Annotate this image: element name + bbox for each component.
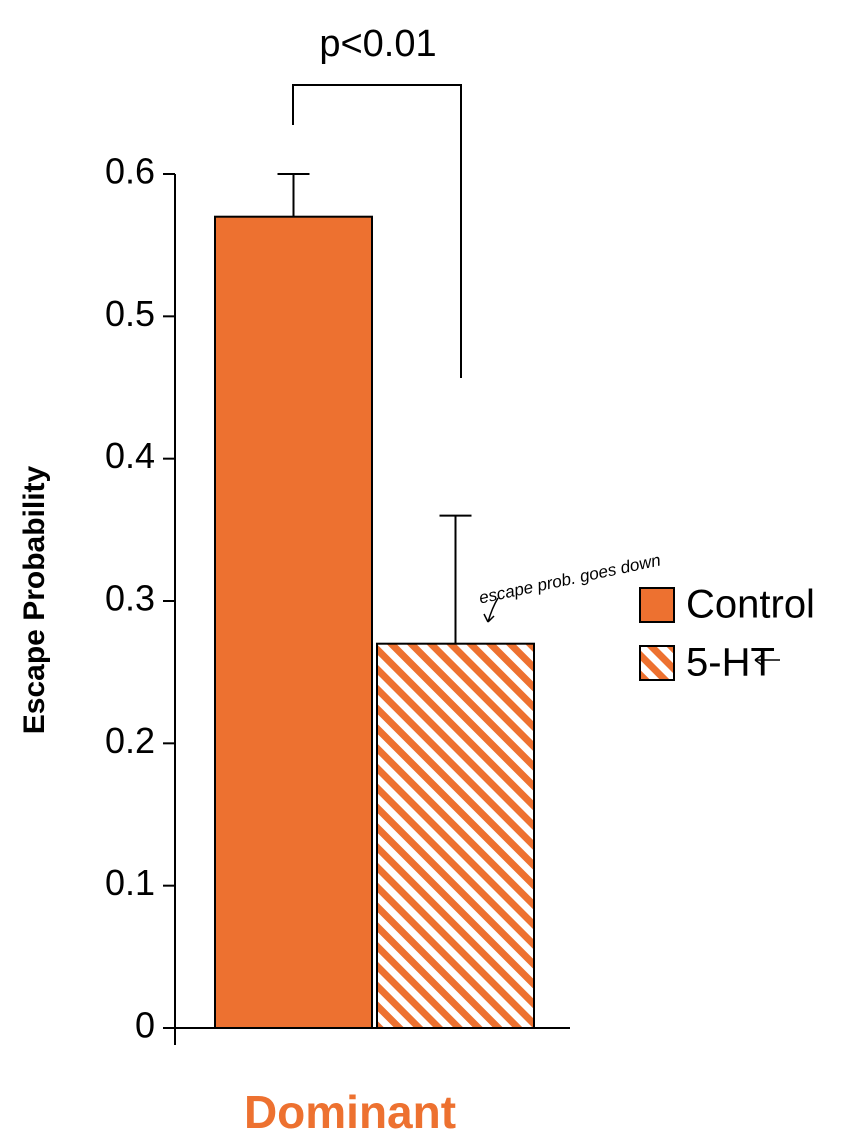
bar <box>376 642 535 1029</box>
y-tick-label: 0.4 <box>105 435 155 476</box>
note-arrow <box>483 597 499 623</box>
y-tick-label: 0.5 <box>105 293 155 334</box>
legend-label: 5-HT <box>686 641 775 685</box>
bar <box>214 215 373 1029</box>
note-arrow <box>754 654 780 666</box>
y-tick-label: 0.6 <box>105 151 155 192</box>
x-axis-label: Dominant <box>244 1086 456 1138</box>
y-tick-label: 0 <box>135 1005 155 1046</box>
significance-label: p<0.01 <box>319 23 436 65</box>
legend-swatch <box>639 645 675 681</box>
y-tick-label: 0.3 <box>105 578 155 619</box>
significance-bracket <box>292 84 462 378</box>
legend-label: Control <box>686 583 815 627</box>
y-tick-label: 0.1 <box>105 862 155 903</box>
legend-swatch <box>639 587 675 623</box>
handwritten-note: escape prob. goes down <box>477 550 662 607</box>
y-tick-label: 0.2 <box>105 720 155 761</box>
y-axis-label: Escape Probability <box>18 465 51 734</box>
